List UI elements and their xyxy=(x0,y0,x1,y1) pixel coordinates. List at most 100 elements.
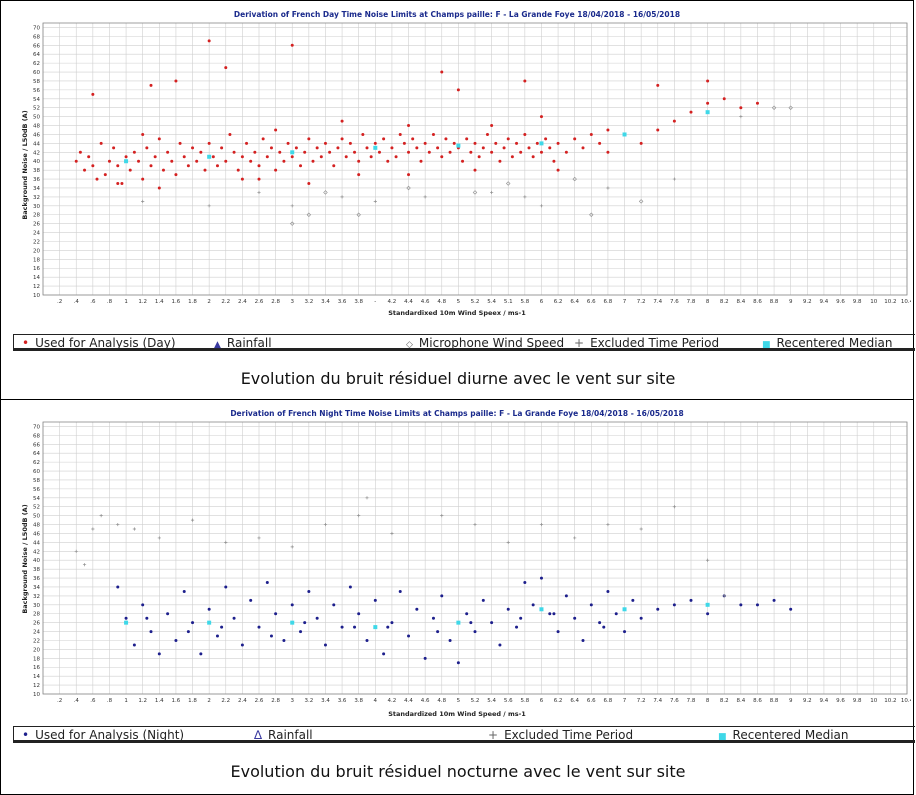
data-point xyxy=(132,643,136,647)
x-tick-label: 7.6 xyxy=(670,698,679,704)
x-tick-label: 5.6 xyxy=(504,698,513,704)
data-point xyxy=(91,92,95,96)
data-point xyxy=(245,141,249,145)
data-point xyxy=(423,656,427,660)
day-chart-panel: Derivation of French Day Time Noise Limi… xyxy=(0,0,915,400)
data-point xyxy=(211,155,215,159)
data-point xyxy=(539,150,543,154)
data-point xyxy=(286,141,290,145)
data-point xyxy=(174,638,178,642)
data-point xyxy=(465,612,469,616)
data-point xyxy=(539,576,543,580)
data-point xyxy=(170,159,174,163)
data-point xyxy=(261,137,265,141)
data-point xyxy=(535,141,539,145)
x-tick-label: 7.2 xyxy=(637,299,646,305)
y-tick-label: 16 xyxy=(33,266,40,272)
y-tick-label: 52 xyxy=(33,505,40,511)
data-point xyxy=(548,146,552,150)
data-point xyxy=(344,155,348,159)
x-tick-label: .4 xyxy=(74,698,80,704)
data-point xyxy=(382,137,386,141)
excluded-point xyxy=(573,536,577,540)
data-point xyxy=(74,159,78,163)
night-chart-panel: Derivation of French Night Time Noise Li… xyxy=(0,399,915,795)
x-tick-label: 7.8 xyxy=(687,698,696,704)
x-tick-label: 7 xyxy=(623,299,627,305)
data-point xyxy=(319,155,323,159)
data-point xyxy=(440,70,444,74)
y-tick-label: 64 xyxy=(33,52,40,58)
data-point xyxy=(431,132,435,136)
data-point xyxy=(315,146,319,150)
x-tick-label: 1.6 xyxy=(172,698,181,704)
mic-wind-point xyxy=(356,212,361,217)
excluded-point xyxy=(440,514,444,518)
mic-wind-point xyxy=(290,221,295,226)
data-point xyxy=(473,141,477,145)
mic-wind-point xyxy=(323,190,328,195)
data-point xyxy=(290,43,294,47)
excluded-point xyxy=(423,195,427,199)
night-legend: • Used for Analysis (Night) ∆ Rainfall + Ex… xyxy=(13,726,915,743)
median-point xyxy=(207,154,212,159)
legend-label: Recentered Median xyxy=(732,728,849,742)
data-point xyxy=(323,141,327,145)
excluded-point xyxy=(224,540,228,544)
x-tick-label: 3.4 xyxy=(321,299,330,305)
data-point xyxy=(452,141,456,145)
excluded-point xyxy=(672,505,676,509)
data-point xyxy=(656,128,660,132)
data-point xyxy=(83,168,87,172)
excluded-point xyxy=(116,522,120,527)
excluded-point xyxy=(357,514,361,518)
x-tick-label: 2.6 xyxy=(255,299,264,305)
mic-wind-point xyxy=(638,199,644,204)
x-tick-label: 3.2 xyxy=(304,299,313,305)
data-point xyxy=(323,643,327,647)
plot-background xyxy=(7,404,911,724)
x-tick-label: 3 xyxy=(290,299,294,305)
x-tick-label: 5.1 xyxy=(504,299,513,305)
data-point xyxy=(274,128,278,132)
day-caption: Evolution du bruit résiduel diurne avec … xyxy=(240,369,676,388)
data-point xyxy=(353,625,357,629)
excluded-point xyxy=(390,531,394,536)
excluded-point xyxy=(257,190,261,195)
x-tick-label: 1.8 xyxy=(188,299,197,305)
data-point xyxy=(448,150,452,154)
data-point xyxy=(772,598,776,602)
legend-item-excluded: + Excluded Time Period xyxy=(574,336,719,350)
data-point xyxy=(269,634,273,638)
x-tick-label: - xyxy=(374,299,376,305)
data-point xyxy=(348,141,352,145)
data-point xyxy=(303,150,307,154)
data-point xyxy=(494,141,498,145)
mic-wind-point xyxy=(306,212,312,217)
data-point xyxy=(116,182,120,186)
data-point xyxy=(789,607,793,611)
excluded-point xyxy=(91,527,95,531)
data-point xyxy=(282,159,286,163)
x-tick-label: 6.2 xyxy=(554,299,563,305)
x-tick-label: 9.6 xyxy=(836,299,845,305)
y-tick-label: 22 xyxy=(33,638,40,644)
x-tick-label: 6.6 xyxy=(587,299,596,305)
x-tick-label: 4 xyxy=(374,698,378,704)
data-point xyxy=(631,598,635,602)
data-point xyxy=(490,124,494,128)
data-point xyxy=(415,146,419,150)
y-tick-label: 16 xyxy=(33,665,40,671)
x-tick-label: 1.6 xyxy=(172,299,181,305)
y-tick-label: 24 xyxy=(33,231,40,237)
data-point xyxy=(502,146,506,150)
legend-label: Used for Analysis (Day) xyxy=(35,336,176,350)
y-tick-label: 10 xyxy=(33,293,40,299)
data-point xyxy=(407,124,411,128)
y-tick-label: 50 xyxy=(33,514,40,520)
data-point xyxy=(348,585,352,589)
excluded-point xyxy=(490,190,494,195)
x-tick-label: 1.2 xyxy=(138,698,147,704)
data-point xyxy=(639,141,643,145)
data-point xyxy=(141,603,145,607)
